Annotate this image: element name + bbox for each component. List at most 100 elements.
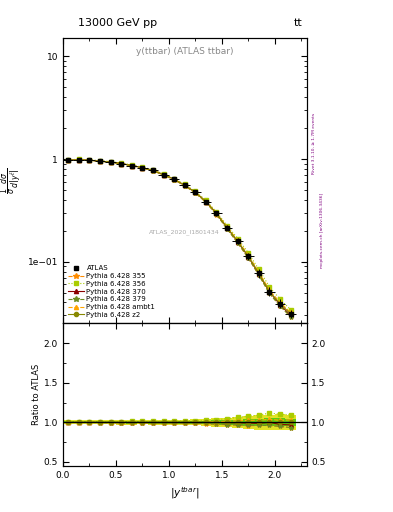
Pythia 6.428 355 (225, 226, 230, 232)
Pythia 6.428 z2 (108, 159, 113, 165)
Line: Pythia 6.428 370: Pythia 6.428 370 (66, 158, 293, 317)
Text: tt: tt (294, 18, 303, 28)
Pythia 6.428 370 (172, 176, 176, 182)
Pythia 6.428 356 (172, 176, 176, 182)
Pythia 6.428 356 (140, 164, 145, 170)
Pythia 6.428 379 (108, 159, 113, 165)
Pythia 6.428 379 (182, 183, 187, 189)
Pythia 6.428 355 (288, 314, 293, 320)
Pythia 6.428 355 (257, 272, 261, 278)
Pythia 6.428 379 (267, 290, 272, 296)
Pythia 6.428 z2 (214, 210, 219, 217)
Pythia 6.428 ambt1 (108, 159, 113, 165)
Pythia 6.428 355 (129, 163, 134, 169)
Pythia 6.428 ambt1 (182, 182, 187, 188)
Pythia 6.428 370 (97, 158, 102, 164)
Pythia 6.428 379 (172, 177, 176, 183)
Line: Pythia 6.428 355: Pythia 6.428 355 (66, 158, 293, 319)
Pythia 6.428 356 (108, 159, 113, 165)
Pythia 6.428 356 (288, 307, 293, 313)
Pythia 6.428 355 (267, 290, 272, 296)
Pythia 6.428 370 (278, 302, 283, 308)
Pythia 6.428 ambt1 (246, 252, 251, 258)
Pythia 6.428 ambt1 (278, 300, 283, 306)
Pythia 6.428 370 (235, 239, 240, 245)
Pythia 6.428 356 (151, 167, 155, 173)
Pythia 6.428 ambt1 (97, 158, 102, 164)
Pythia 6.428 355 (246, 255, 251, 261)
Pythia 6.428 379 (119, 161, 123, 167)
Pythia 6.428 z2 (182, 182, 187, 188)
Pythia 6.428 ambt1 (235, 238, 240, 244)
Pythia 6.428 379 (97, 158, 102, 164)
Pythia 6.428 ambt1 (151, 167, 155, 174)
Pythia 6.428 355 (119, 161, 123, 167)
Pythia 6.428 370 (246, 253, 251, 260)
Pythia 6.428 ambt1 (193, 189, 198, 195)
Text: ATLAS_2020_I1801434: ATLAS_2020_I1801434 (149, 229, 220, 235)
Pythia 6.428 356 (204, 197, 208, 203)
Pythia 6.428 370 (204, 199, 208, 205)
Pythia 6.428 356 (193, 188, 198, 195)
Pythia 6.428 z2 (129, 162, 134, 168)
Pythia 6.428 370 (257, 271, 261, 277)
Pythia 6.428 370 (193, 189, 198, 195)
Pythia 6.428 z2 (267, 289, 272, 295)
Pythia 6.428 379 (257, 272, 261, 278)
Pythia 6.428 370 (161, 172, 166, 178)
Line: Pythia 6.428 379: Pythia 6.428 379 (66, 158, 293, 319)
Pythia 6.428 z2 (140, 164, 145, 170)
Pythia 6.428 z2 (87, 157, 92, 163)
Pythia 6.428 355 (161, 172, 166, 178)
Pythia 6.428 370 (214, 210, 219, 217)
Pythia 6.428 z2 (204, 199, 208, 205)
Text: y(ttbar) (ATLAS ttbar): y(ttbar) (ATLAS ttbar) (136, 47, 233, 56)
Pythia 6.428 ambt1 (140, 164, 145, 170)
Pythia 6.428 z2 (172, 176, 176, 182)
Pythia 6.428 370 (267, 289, 272, 295)
Pythia 6.428 z2 (257, 270, 261, 276)
Text: Rivet 3.1.10, ≥ 1.7M events: Rivet 3.1.10, ≥ 1.7M events (312, 113, 316, 174)
Legend: ATLAS, Pythia 6.428 355, Pythia 6.428 356, Pythia 6.428 370, Pythia 6.428 379, P: ATLAS, Pythia 6.428 355, Pythia 6.428 35… (66, 263, 158, 320)
Pythia 6.428 ambt1 (129, 162, 134, 168)
Pythia 6.428 379 (140, 165, 145, 171)
Pythia 6.428 z2 (97, 158, 102, 164)
Pythia 6.428 356 (214, 209, 219, 215)
Pythia 6.428 355 (214, 211, 219, 218)
Pythia 6.428 379 (129, 163, 134, 169)
Pythia 6.428 370 (151, 167, 155, 174)
X-axis label: $|y^{\mathit{tbar}}|$: $|y^{\mathit{tbar}}|$ (170, 485, 200, 501)
Pythia 6.428 370 (87, 157, 92, 163)
Pythia 6.428 ambt1 (225, 224, 230, 230)
Pythia 6.428 z2 (225, 224, 230, 230)
Pythia 6.428 356 (246, 250, 251, 256)
Pythia 6.428 356 (257, 266, 261, 272)
Pythia 6.428 ambt1 (267, 287, 272, 293)
Pythia 6.428 ambt1 (214, 210, 219, 216)
Pythia 6.428 370 (119, 160, 123, 166)
Pythia 6.428 355 (66, 157, 70, 163)
Pythia 6.428 356 (182, 181, 187, 187)
Pythia 6.428 355 (182, 183, 187, 189)
Pythia 6.428 355 (140, 165, 145, 171)
Text: 13000 GeV pp: 13000 GeV pp (78, 18, 158, 28)
Pythia 6.428 356 (76, 156, 81, 162)
Pythia 6.428 379 (76, 157, 81, 163)
Pythia 6.428 356 (225, 222, 230, 228)
Pythia 6.428 356 (87, 157, 92, 163)
Pythia 6.428 z2 (161, 172, 166, 178)
Pythia 6.428 379 (87, 157, 92, 163)
Y-axis label: $\frac{1}{\sigma}\frac{d\sigma}{d\left|y^{\bar{t}}\right|}$: $\frac{1}{\sigma}\frac{d\sigma}{d\left|y… (0, 167, 25, 195)
Pythia 6.428 356 (267, 284, 272, 290)
Text: mcplots.cern.ch [arXiv:1306.3436]: mcplots.cern.ch [arXiv:1306.3436] (320, 193, 324, 268)
Pythia 6.428 355 (193, 190, 198, 196)
Pythia 6.428 370 (76, 157, 81, 163)
Pythia 6.428 356 (119, 160, 123, 166)
Pythia 6.428 379 (204, 199, 208, 205)
Pythia 6.428 370 (225, 225, 230, 231)
Pythia 6.428 370 (66, 157, 70, 163)
Pythia 6.428 379 (278, 303, 283, 309)
Pythia 6.428 z2 (66, 157, 70, 163)
Pythia 6.428 355 (278, 303, 283, 309)
Pythia 6.428 z2 (288, 311, 293, 317)
